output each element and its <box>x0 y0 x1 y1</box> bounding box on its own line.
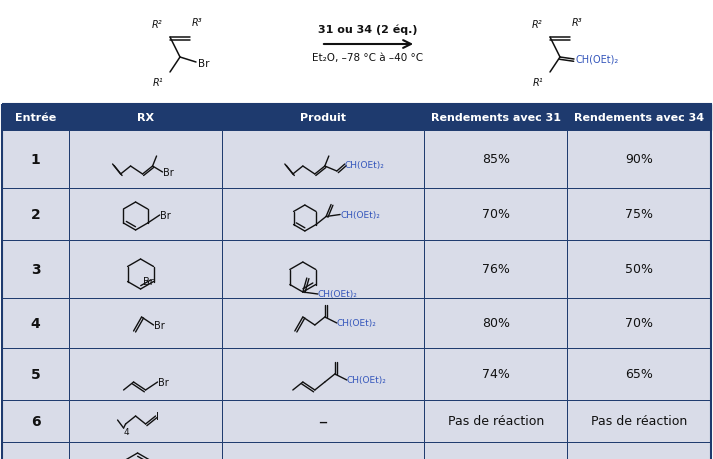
Text: 85%: 85% <box>482 153 510 166</box>
Text: 74%: 74% <box>482 368 510 381</box>
Bar <box>2 189 69 241</box>
Text: CH(OEt)₂: CH(OEt)₂ <box>340 211 380 219</box>
Text: 76%: 76% <box>482 263 510 276</box>
Text: Rendements avec 31: Rendements avec 31 <box>431 113 560 123</box>
Bar <box>222 189 424 241</box>
Bar <box>222 298 424 348</box>
Text: 80%: 80% <box>482 317 510 330</box>
Text: 70%: 70% <box>625 317 653 330</box>
Text: Rendements avec 34: Rendements avec 34 <box>574 113 704 123</box>
Bar <box>568 105 711 131</box>
Text: 31 ou 34 (2 éq.): 31 ou 34 (2 éq.) <box>318 25 418 35</box>
Text: R²: R² <box>151 20 162 30</box>
Bar <box>69 442 222 459</box>
Bar <box>568 400 711 442</box>
Bar <box>222 348 424 400</box>
Text: R²: R² <box>531 20 542 30</box>
Text: 90%: 90% <box>625 153 653 166</box>
Bar <box>2 348 69 400</box>
Bar <box>424 105 568 131</box>
Bar <box>568 131 711 189</box>
Text: Br: Br <box>198 59 210 69</box>
Bar <box>2 241 69 298</box>
Bar <box>568 241 711 298</box>
Bar <box>69 348 222 400</box>
Text: 75%: 75% <box>625 208 653 221</box>
Text: –: – <box>318 412 327 430</box>
Bar <box>424 189 568 241</box>
Bar <box>69 298 222 348</box>
Text: R³: R³ <box>572 18 583 28</box>
Text: 6: 6 <box>31 414 41 428</box>
Text: CH(OEt)₂: CH(OEt)₂ <box>575 55 618 65</box>
Text: 4: 4 <box>31 316 41 330</box>
Text: CH(OEt)₂: CH(OEt)₂ <box>345 161 385 170</box>
Text: 7: 7 <box>31 458 41 459</box>
Bar <box>222 131 424 189</box>
Bar <box>2 105 69 131</box>
Bar <box>424 442 568 459</box>
Bar <box>2 105 711 459</box>
Bar <box>424 131 568 189</box>
Bar <box>424 241 568 298</box>
Bar <box>222 105 424 131</box>
Text: 4: 4 <box>124 428 129 437</box>
Bar <box>2 131 69 189</box>
Bar <box>69 400 222 442</box>
Text: Br: Br <box>163 168 173 178</box>
Bar <box>222 400 424 442</box>
Bar <box>69 105 222 131</box>
Text: R¹: R¹ <box>533 78 543 88</box>
Text: RX: RX <box>137 113 154 123</box>
Bar <box>69 189 222 241</box>
Text: Br: Br <box>160 211 170 220</box>
Bar <box>222 241 424 298</box>
Text: Br: Br <box>158 377 168 387</box>
Text: CH(OEt)₂: CH(OEt)₂ <box>318 290 358 299</box>
Text: Pas de réaction: Pas de réaction <box>591 414 687 428</box>
Bar <box>2 400 69 442</box>
Text: 1: 1 <box>31 153 41 167</box>
Bar <box>424 298 568 348</box>
Text: R¹: R¹ <box>153 78 163 88</box>
Text: R³: R³ <box>192 18 202 28</box>
Bar <box>69 131 222 189</box>
Bar <box>568 348 711 400</box>
Text: 50%: 50% <box>625 263 653 276</box>
Bar <box>568 189 711 241</box>
Bar <box>568 442 711 459</box>
Text: CH(OEt)₂: CH(OEt)₂ <box>347 375 386 385</box>
Text: 2: 2 <box>31 207 41 222</box>
Text: Et₂O, –78 °C à –40 °C: Et₂O, –78 °C à –40 °C <box>312 53 424 63</box>
Text: Produit: Produit <box>300 113 346 123</box>
Bar <box>424 348 568 400</box>
Text: I: I <box>155 411 158 421</box>
Text: CH(OEt)₂: CH(OEt)₂ <box>337 319 376 328</box>
Bar <box>69 241 222 298</box>
Text: Pas de réaction: Pas de réaction <box>448 414 544 428</box>
Text: 3: 3 <box>31 263 41 276</box>
Text: –: – <box>318 456 327 459</box>
Text: 65%: 65% <box>625 368 653 381</box>
Bar <box>222 442 424 459</box>
Text: Entrée: Entrée <box>15 113 56 123</box>
Bar <box>2 298 69 348</box>
Bar <box>568 298 711 348</box>
Text: 70%: 70% <box>482 208 510 221</box>
Text: 5: 5 <box>31 367 41 381</box>
Bar <box>424 400 568 442</box>
Bar <box>2 442 69 459</box>
Text: Br: Br <box>143 276 153 286</box>
Text: Br: Br <box>153 320 164 330</box>
